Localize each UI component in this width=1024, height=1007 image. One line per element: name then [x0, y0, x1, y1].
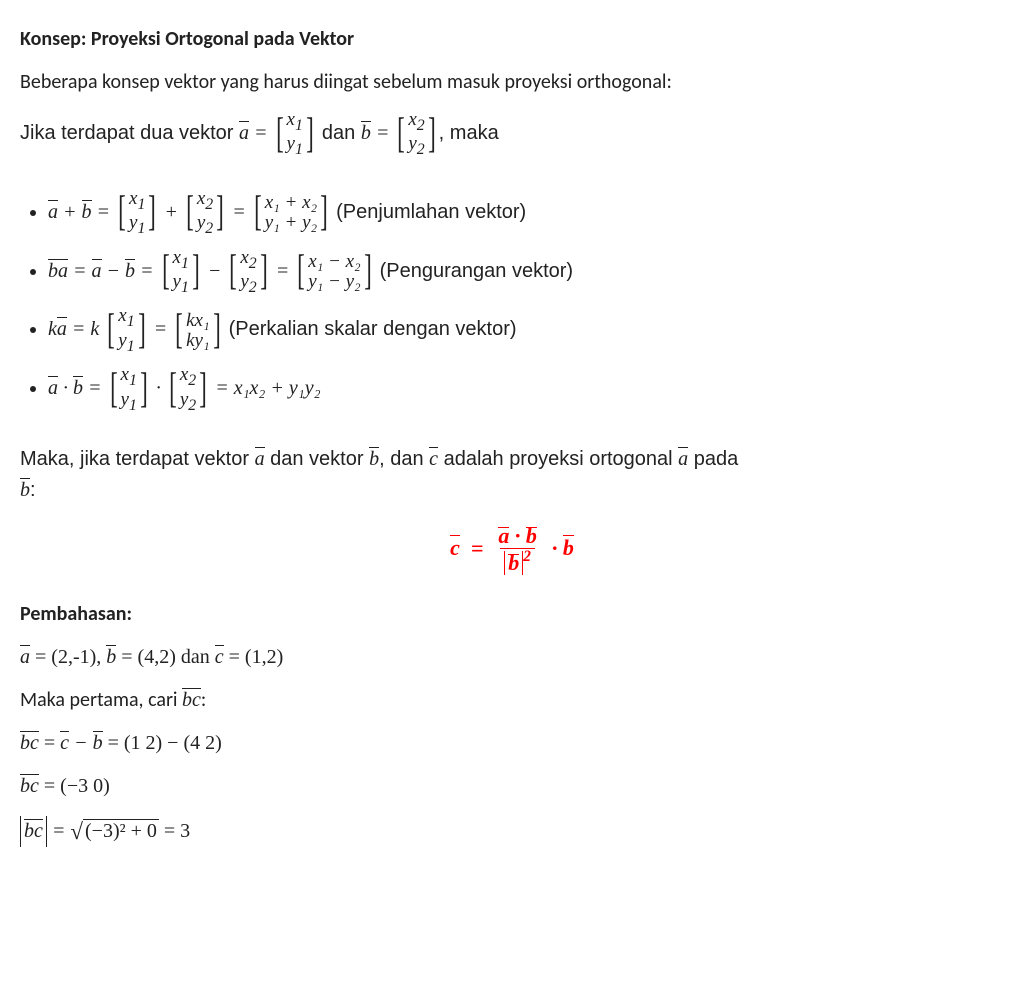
bc-calc-line2: bc = (−3 0)	[20, 771, 1004, 802]
lead-prefix: Jika terdapat dua vektor	[20, 122, 239, 144]
bullet-addition: a + b = [x1y1] + [x2y2] = [x₁ + x₂y₁ + y…	[48, 189, 1004, 238]
intro-text: Beberapa konsep vektor yang harus diinga…	[20, 67, 1004, 98]
vec-a: a	[239, 118, 249, 149]
solution-heading: Pembahasan:	[20, 599, 1004, 630]
bc-calc-line1: bc = c − b = (1 2) − (4 2)	[20, 728, 1004, 759]
matrix-a: [ x1y1 ]	[273, 110, 317, 159]
lead-and: dan	[322, 122, 361, 144]
lead-suffix: , maka	[439, 122, 499, 144]
page-title: Konsep: Proyeksi Ortogonal pada Vektor	[20, 24, 1004, 55]
projection-explain: Maka, jika terdapat vektor a dan vektor …	[20, 444, 1004, 506]
note-scalar: (Perkalian skalar dengan vektor)	[229, 318, 517, 340]
bc-abs-line: bc = √(−3)² + 0 = 3	[20, 814, 1004, 850]
lead-line: Jika terdapat dua vektor a = [ x1y1 ] da…	[20, 110, 1004, 159]
note-subtraction: (Pengurangan vektor)	[380, 260, 573, 282]
step-1: Maka pertama, cari bc:	[20, 685, 1004, 716]
concept-list: a + b = [x1y1] + [x2y2] = [x₁ + x₂y₁ + y…	[20, 189, 1004, 414]
note-addition: (Penjumlahan vektor)	[336, 201, 526, 223]
vec-b: b	[361, 118, 371, 149]
given-values: a = (2,-1), b = (4,2) dan c = (1,2)	[20, 642, 1004, 673]
bullet-scalar: ka = k [x1y1] = [kx₁ky₁] (Perkalian skal…	[48, 306, 1004, 355]
matrix-b: [ x2y2 ]	[394, 110, 438, 159]
dot-rhs: x₁x₂ + y₁y₂	[234, 377, 321, 399]
projection-formula: c = a · b b2 · b	[20, 524, 1004, 577]
bullet-dot: a · b = [x1y1] · [x2y2] = x₁x₂ + y₁y₂	[48, 365, 1004, 414]
bullet-subtraction: ba = a − b = [x1y1] − [x2y2] = [x₁ − x₂y…	[48, 248, 1004, 297]
